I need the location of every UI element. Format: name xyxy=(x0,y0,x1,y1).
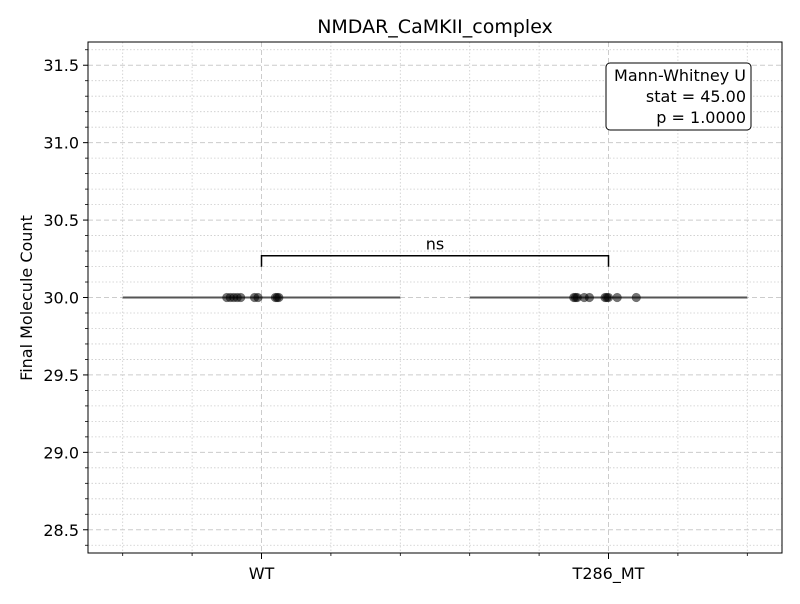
significance-label: ns xyxy=(426,235,444,254)
stats-box-frame xyxy=(605,62,752,131)
y-tick-label: 31.5 xyxy=(43,56,79,75)
stats-box-line-3: p = 1.0000 xyxy=(656,108,746,127)
y-tick-label: 30.0 xyxy=(43,289,79,308)
significance-bracket: ns xyxy=(260,235,610,267)
x-tick-label: WT xyxy=(249,564,275,583)
data-point xyxy=(631,292,641,303)
x-axis-ticks: WT T286_MT xyxy=(122,553,748,584)
data-point xyxy=(274,292,284,303)
y-tick-label: 30.5 xyxy=(43,211,79,230)
data-point xyxy=(584,292,595,303)
y-axis-label: Final Molecule Count xyxy=(17,215,36,381)
data-points xyxy=(222,292,641,303)
data-point xyxy=(236,292,246,303)
y-tick-label: 29.5 xyxy=(43,366,79,385)
stats-box-line-2: stat = 45.00 xyxy=(646,87,746,106)
data-point xyxy=(612,292,622,303)
significance-bracket-line xyxy=(260,254,610,267)
y-axis-ticks: 28.5 29.0 29.5 30.0 30.5 31.0 31.5 xyxy=(43,49,88,546)
stats-box-line-1: Mann-Whitney U xyxy=(614,66,746,85)
chart-title: NMDAR_CaMKII_complex xyxy=(317,16,553,38)
y-tick-label: 31.0 xyxy=(43,134,79,153)
stats-box: Mann-Whitney U stat = 45.00 p = 1.0000 xyxy=(605,62,752,131)
y-tick-label: 28.5 xyxy=(43,521,79,540)
data-point xyxy=(603,292,614,303)
x-tick-label: T286_MT xyxy=(572,564,645,584)
y-tick-label: 29.0 xyxy=(43,443,79,462)
data-point xyxy=(253,292,263,303)
